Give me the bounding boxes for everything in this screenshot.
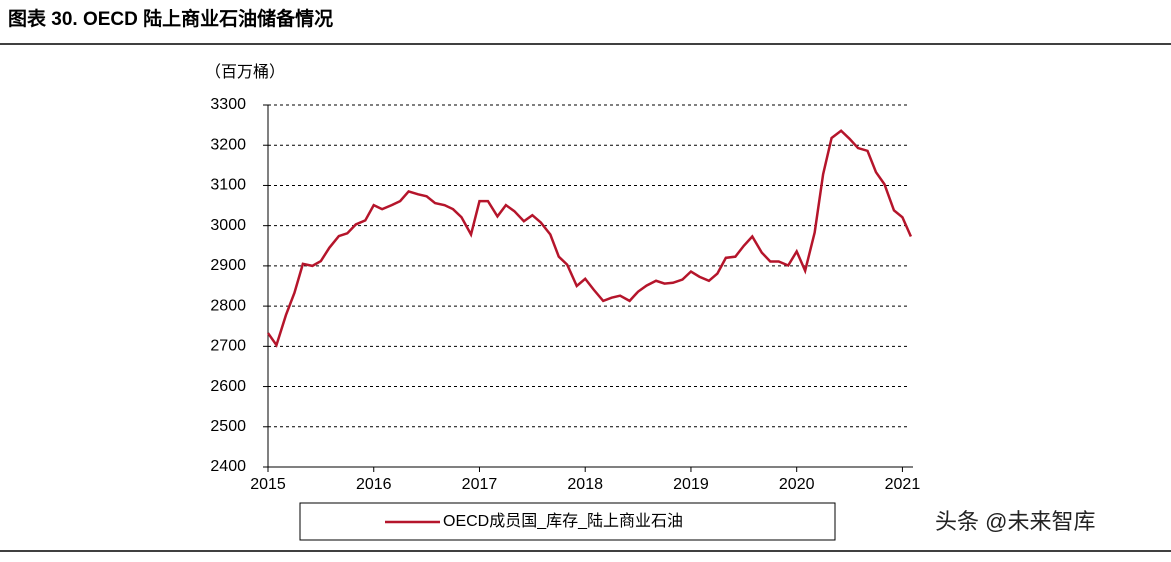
x-tick-label: 2020 (779, 476, 815, 493)
y-tick-label: 2700 (210, 338, 246, 355)
y-tick-label: 3000 (210, 217, 246, 234)
y-tick-label: 3200 (210, 136, 246, 153)
x-tick-label: 2019 (673, 476, 709, 493)
x-tick-label: 2016 (356, 476, 392, 493)
y-tick-label: 3100 (210, 177, 246, 194)
y-tick-label: 2600 (210, 378, 246, 395)
watermark: 头条 @未来智库 (935, 509, 1095, 534)
y-tick-label: 2800 (210, 297, 246, 314)
data-line (266, 129, 913, 348)
y-tick-label: 2500 (210, 418, 246, 435)
x-tick-label: 2021 (885, 476, 921, 493)
legend-box (299, 502, 836, 541)
y-unit: （百万桶） (205, 63, 285, 81)
y-tick-label: 2900 (210, 257, 246, 274)
y-tick-label: 3300 (210, 96, 246, 113)
y-tick-label: 2400 (210, 458, 246, 475)
x-tick-label: 2017 (462, 476, 498, 493)
chart-title: 图表 30. OECD 陆上商业石油储备情况 (8, 7, 333, 30)
x-tick-label: 2018 (567, 476, 603, 493)
legend-label: OECD成员国_库存_陆上商业石油 (443, 512, 683, 530)
x-tick-label: 2015 (250, 476, 286, 493)
